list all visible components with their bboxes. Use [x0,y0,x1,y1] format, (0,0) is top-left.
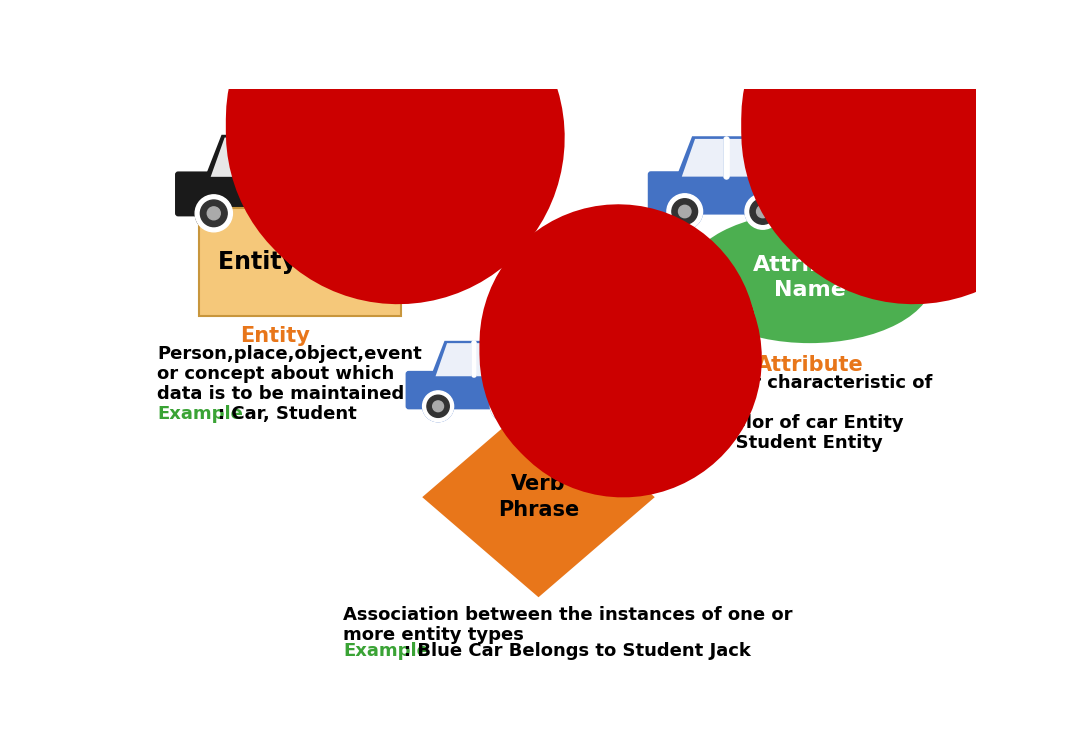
Circle shape [667,194,702,229]
FancyBboxPatch shape [873,117,909,122]
Text: Relation: Relation [490,334,588,354]
Circle shape [423,391,453,421]
Text: more entity types: more entity types [344,626,524,645]
Circle shape [879,121,903,145]
Text: Example: Example [344,642,429,660]
FancyBboxPatch shape [408,390,538,408]
Text: Attribute: Attribute [756,355,864,375]
Polygon shape [210,137,254,177]
Circle shape [594,345,615,365]
Ellipse shape [686,212,933,343]
Polygon shape [728,139,777,177]
Polygon shape [882,148,900,158]
Text: Name of Student Entity: Name of Student Entity [645,434,883,452]
Circle shape [494,395,517,417]
Circle shape [490,391,521,421]
Text: : Car, Student: : Car, Student [218,404,357,423]
Text: Example: Example [645,414,732,432]
FancyBboxPatch shape [878,107,904,120]
FancyBboxPatch shape [648,171,801,214]
Polygon shape [260,137,311,177]
Text: Example: Example [157,404,243,423]
Text: an entity: an entity [645,394,736,412]
FancyBboxPatch shape [405,371,540,410]
Text: Attribute
Name: Attribute Name [752,255,867,300]
Circle shape [283,200,309,226]
Polygon shape [597,368,611,375]
Circle shape [195,195,232,232]
Polygon shape [583,368,627,409]
Text: Property or characteristic of: Property or characteristic of [645,374,933,392]
Text: data is to be maintained: data is to be maintained [157,384,404,403]
Polygon shape [373,150,378,174]
Circle shape [195,195,232,232]
Circle shape [750,199,776,224]
Circle shape [672,199,698,224]
Circle shape [201,200,228,226]
Polygon shape [436,343,472,376]
Circle shape [621,358,624,362]
Circle shape [423,391,453,421]
FancyBboxPatch shape [177,194,335,215]
Text: Person,place,object,event: Person,place,object,event [157,345,422,363]
FancyBboxPatch shape [199,209,401,316]
FancyBboxPatch shape [594,333,616,344]
Circle shape [396,137,400,142]
Circle shape [501,401,512,412]
Polygon shape [682,139,723,177]
Circle shape [278,195,314,232]
Polygon shape [431,341,521,374]
Polygon shape [888,150,894,174]
Polygon shape [678,137,780,174]
Text: Entity Name: Entity Name [218,250,382,275]
Polygon shape [206,135,314,174]
Polygon shape [602,369,607,390]
Text: Association between the instances of one or: Association between the instances of one… [344,606,792,625]
Circle shape [757,206,769,217]
Circle shape [745,194,780,229]
Circle shape [433,401,443,412]
Circle shape [490,391,521,421]
Circle shape [745,194,780,229]
Circle shape [912,137,916,142]
Text: : Color of car Entity: : Color of car Entity [707,414,903,432]
Circle shape [667,194,702,229]
FancyBboxPatch shape [589,341,620,347]
Polygon shape [367,148,384,158]
FancyBboxPatch shape [357,117,395,122]
Text: : Blue Car Belongs to Student Jack: : Blue Car Belongs to Student Jack [404,642,751,660]
FancyBboxPatch shape [175,171,336,217]
Circle shape [427,395,449,417]
Circle shape [363,121,388,145]
Polygon shape [350,148,402,197]
Circle shape [679,206,691,217]
Circle shape [289,207,302,220]
Polygon shape [865,148,917,197]
Polygon shape [477,343,518,376]
Circle shape [207,207,220,220]
FancyBboxPatch shape [363,107,389,120]
Polygon shape [423,397,655,597]
Circle shape [278,195,314,232]
Text: Entity: Entity [240,326,310,347]
Text: or concept about which: or concept about which [157,365,395,383]
Text: Jack: Jack [867,214,915,234]
Text: Verb
Phrase: Verb Phrase [498,474,579,520]
FancyBboxPatch shape [649,192,800,213]
